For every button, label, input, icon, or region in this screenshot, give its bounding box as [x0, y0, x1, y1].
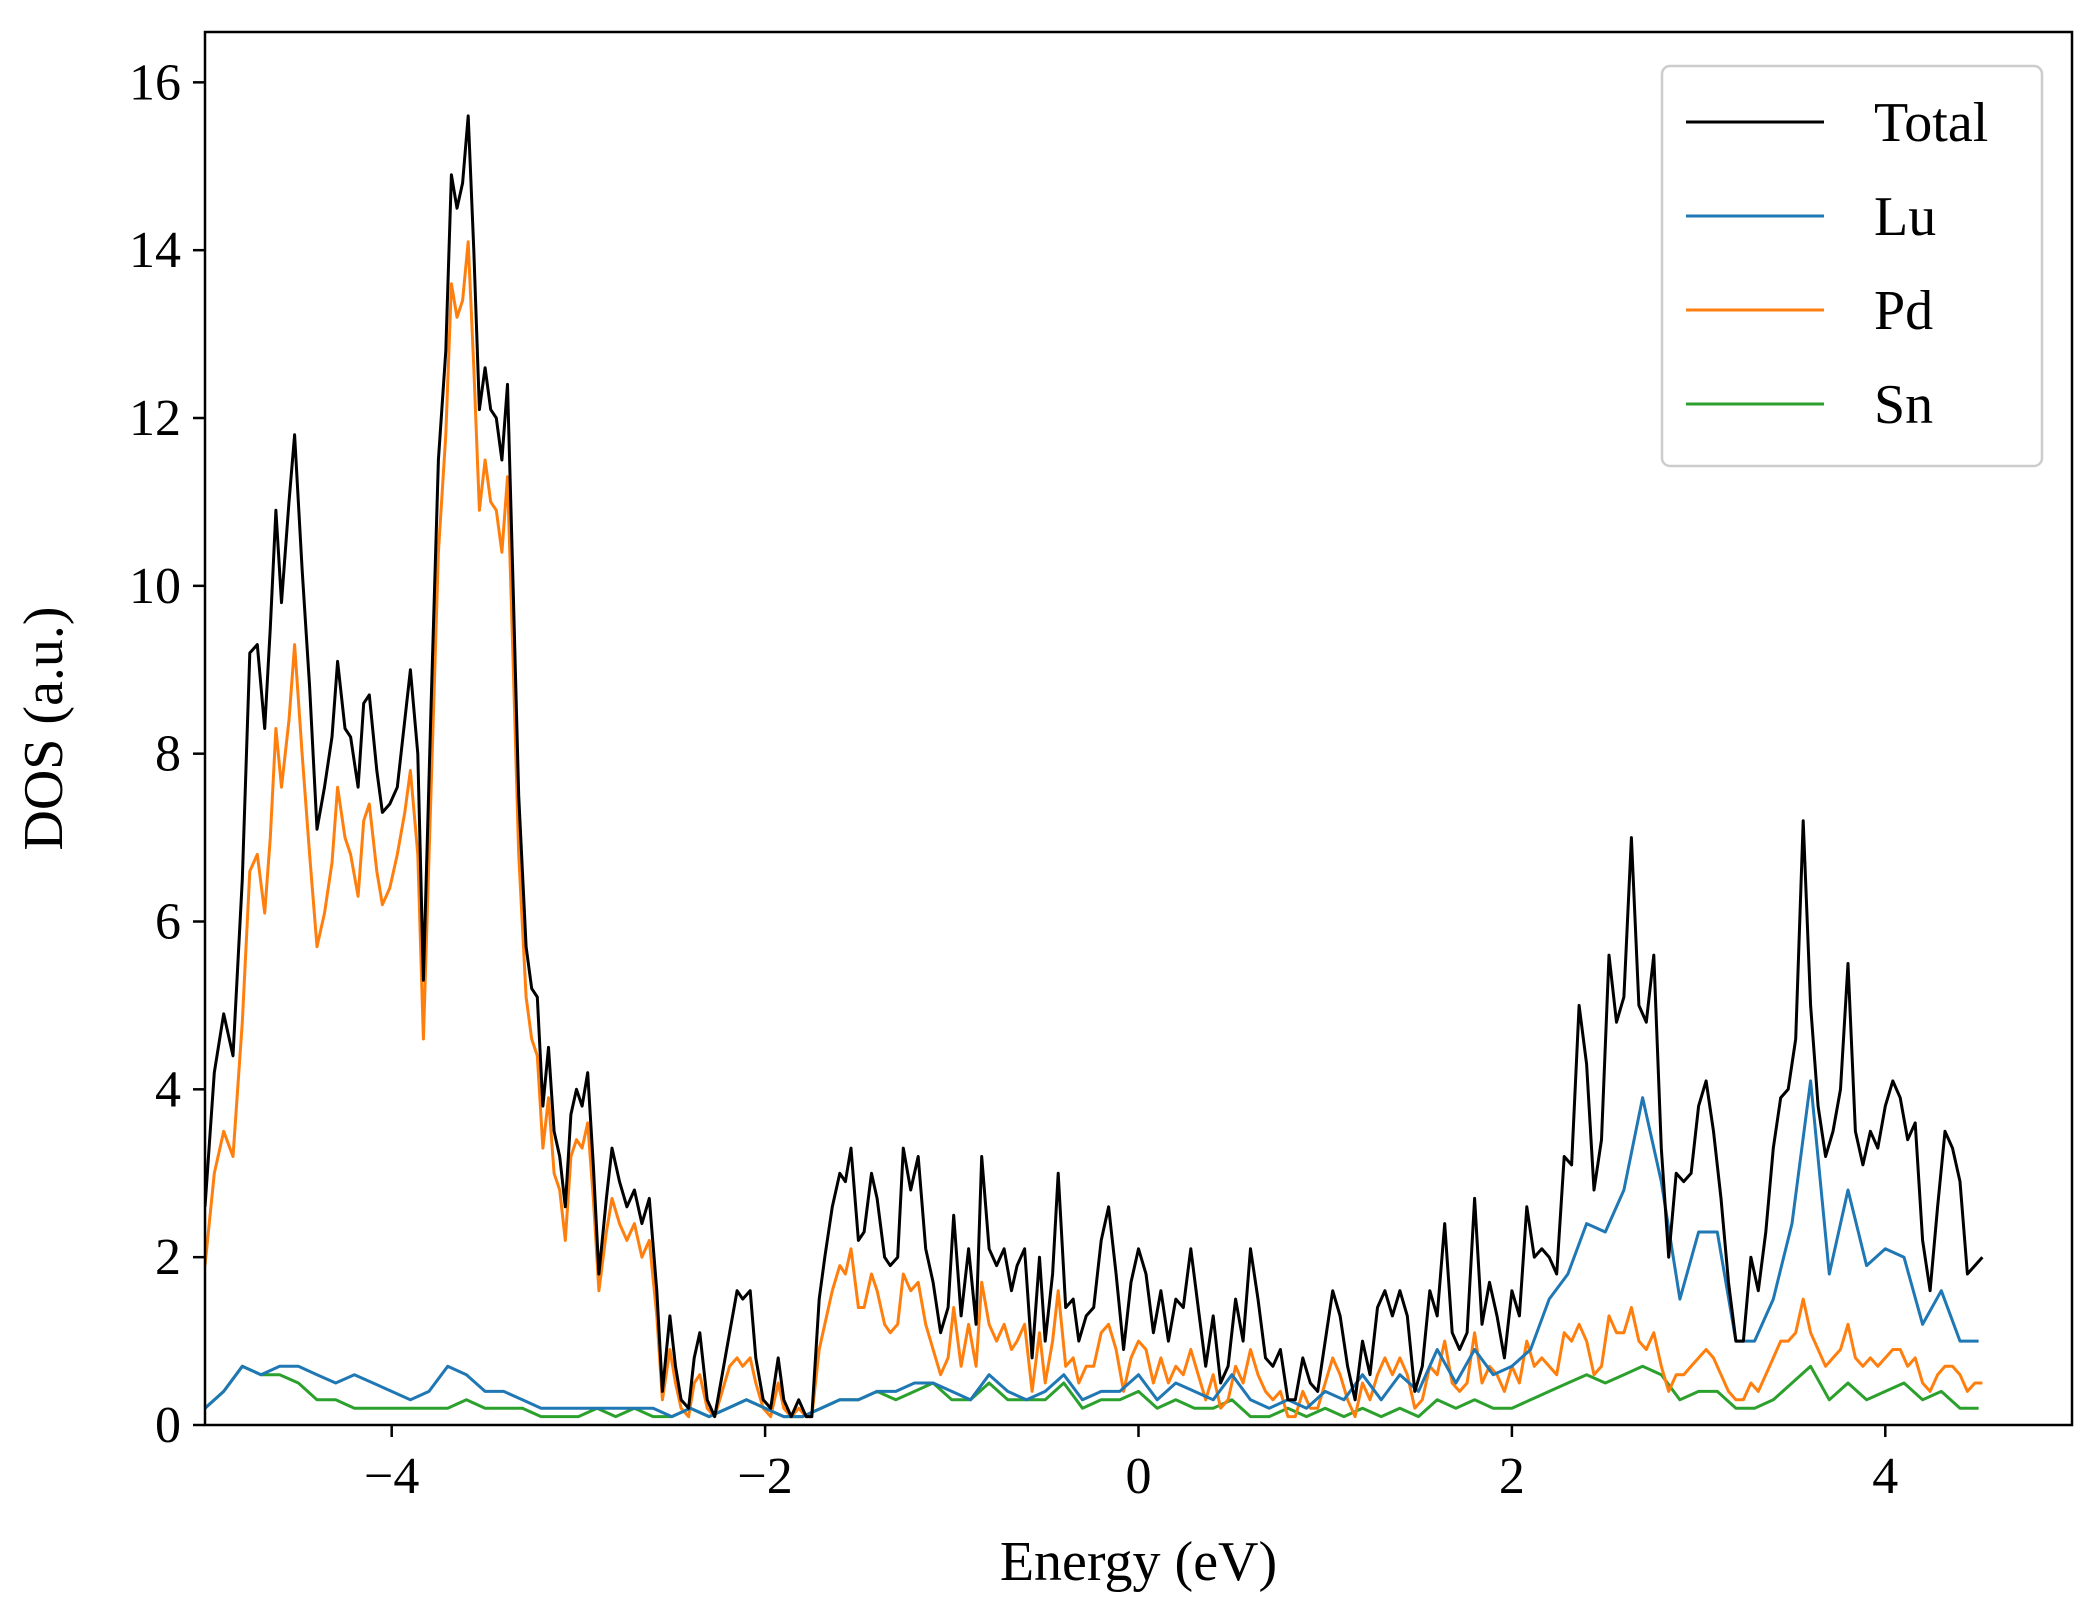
series-line-sn [205, 1364, 1979, 1419]
legend-label-sn: Sn [1874, 374, 1933, 436]
legend-label-lu: Lu [1874, 186, 1936, 248]
y-tick-label: 2 [155, 1229, 181, 1286]
y-tick-label: 10 [129, 558, 181, 615]
legend-box [1660, 64, 2044, 468]
x-tick-label: 0 [1126, 1448, 1152, 1505]
x-axis-label: Energy (eV) [1000, 1531, 1277, 1593]
x-tick-label: −2 [737, 1448, 792, 1505]
x-axis: −4 −2 0 2 4 [364, 1425, 1898, 1505]
x-tick-label: 4 [1872, 1448, 1898, 1505]
series-line-lu [205, 1079, 1979, 1419]
y-axis-label: DOS (a.u.) [13, 606, 75, 850]
series-lines [205, 114, 1984, 1419]
x-tick-label: −4 [364, 1448, 419, 1505]
y-tick-label: 0 [155, 1397, 181, 1454]
legend: Total Lu Pd Sn [1660, 64, 2044, 468]
y-tick-label: 4 [155, 1061, 181, 1118]
y-tick-label: 14 [129, 222, 181, 279]
y-tick-label: 12 [129, 390, 181, 447]
series-line-pd [205, 240, 1983, 1419]
y-axis: 0 2 4 6 8 10 12 14 16 [129, 54, 205, 1454]
legend-label-pd: Pd [1874, 280, 1933, 342]
legend-label-total: Total [1874, 92, 1988, 154]
y-tick-label: 8 [155, 726, 181, 783]
x-tick-label: 2 [1499, 1448, 1525, 1505]
y-tick-label: 6 [155, 894, 181, 951]
y-tick-label: 16 [129, 54, 181, 111]
series-line-total [205, 114, 1984, 1419]
